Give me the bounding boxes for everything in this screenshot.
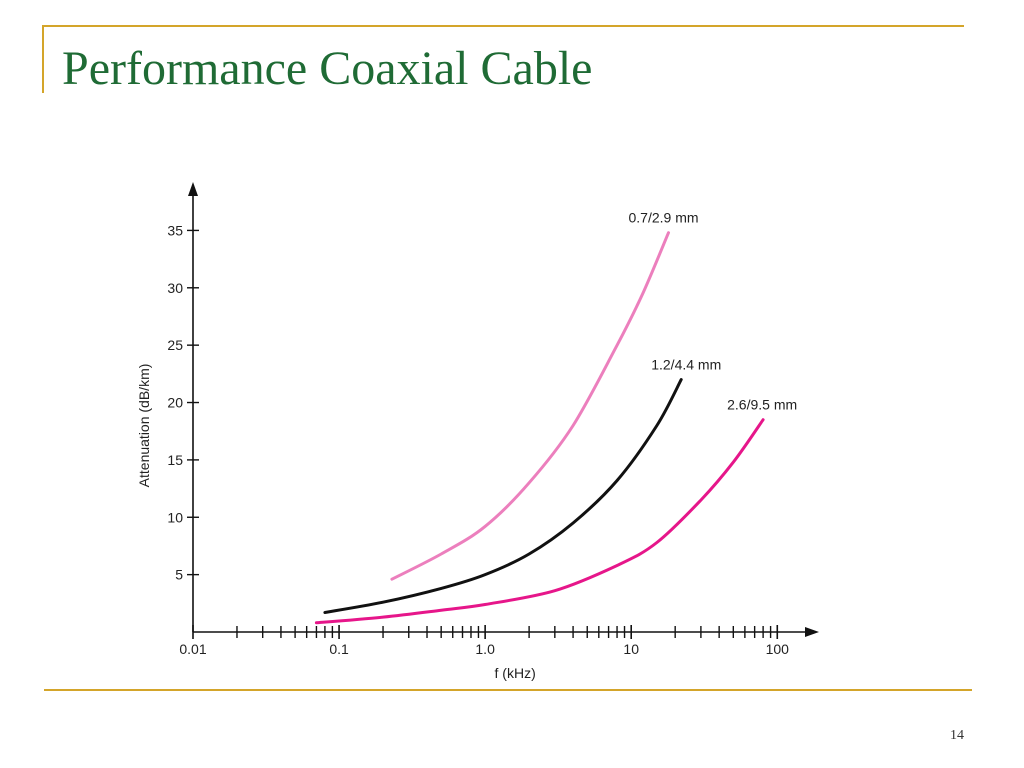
y-tick-label: 5 <box>175 567 183 583</box>
series-line-1-2-4-4-mm <box>323 378 683 614</box>
y-tick-label: 30 <box>167 280 183 296</box>
x-axis-title: f (kHz) <box>495 665 536 681</box>
x-tick-label: 1.0 <box>475 641 495 657</box>
frame-bottom-line <box>44 689 972 691</box>
series-label-1-2-4-4-mm: 1.2/4.4 mm <box>651 357 721 373</box>
frame-top-line <box>44 25 964 27</box>
slide-title: Performance Coaxial Cable <box>62 42 593 95</box>
x-tick-label: 0.01 <box>179 641 206 657</box>
x-tick-label: 100 <box>766 641 790 657</box>
slide-number: 14 <box>950 728 964 743</box>
series-label-2-6-9-5-mm: 2.6/9.5 mm <box>727 397 797 413</box>
y-tick-label: 20 <box>167 395 183 411</box>
chart-series <box>314 231 765 625</box>
y-tick-label: 35 <box>167 222 183 238</box>
y-tick-label: 15 <box>167 452 183 468</box>
frame-left-line <box>42 25 44 93</box>
y-axis-title: Attenuation (dB/km) <box>136 364 152 488</box>
chart-labels: f (kHz) Attenuation (dB/km) 0.7/2.9 mm 1.2/… <box>136 210 797 681</box>
series-label-0-7-2-9-mm: 0.7/2.9 mm <box>628 210 698 226</box>
series-line-0-7-2-9-mm <box>390 231 670 581</box>
y-tick-label: 25 <box>167 337 183 353</box>
x-tick-label: 0.1 <box>329 641 349 657</box>
y-axis-arrow <box>188 182 198 196</box>
x-tick-label: 10 <box>623 641 639 657</box>
x-axis-arrow <box>805 627 819 637</box>
series-line-2-6-9-5-mm <box>314 418 765 625</box>
y-tick-label: 10 <box>167 509 183 525</box>
chart-ticks: 5 10 15 20 25 30 35 0.01 0.1 1.0 10 100 <box>167 222 789 657</box>
chart-axes <box>188 182 819 637</box>
